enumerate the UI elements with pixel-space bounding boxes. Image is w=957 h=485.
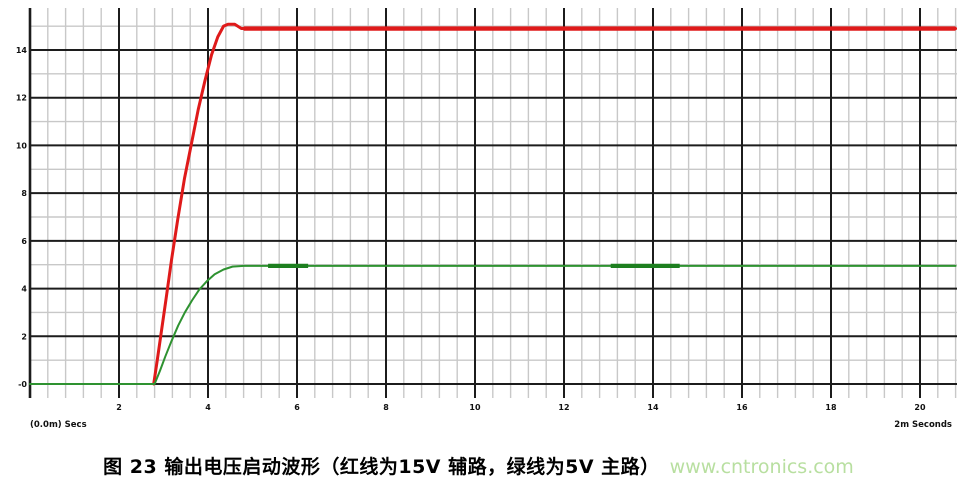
figure-caption-text: 图 23 输出电压启动波形（红线为15V 辅路，绿线为5V 主路） xyxy=(103,456,660,478)
y-tick-label: -0 xyxy=(18,380,27,389)
x-tick-label: 6 xyxy=(294,403,300,412)
y-tick-label: 4 xyxy=(21,285,27,294)
x-tick-label: 10 xyxy=(469,403,481,412)
x-tick-label: 14 xyxy=(647,403,659,412)
x-axis-origin-label: (0.0m) Secs xyxy=(30,420,87,430)
waveform-chart-svg: 14 12 10 8 6 4 2 -0 2 4 6 8 10 12 14 16 18 20 (0.0m) Secs 2… xyxy=(15,8,957,430)
series-5v-main xyxy=(29,264,957,385)
x-tick-label: 12 xyxy=(558,403,569,412)
x-tick-label: 18 xyxy=(825,403,837,412)
series-15v-aux xyxy=(152,22,957,386)
x-tick-label: 8 xyxy=(383,403,389,412)
x-axis-end-label: 2m Seconds xyxy=(894,420,952,430)
x-tick-label: 20 xyxy=(914,403,926,412)
y-tick-label: 14 xyxy=(16,46,28,55)
x-tick-label: 2 xyxy=(116,403,122,412)
x-tick-label: 4 xyxy=(205,403,211,412)
y-tick-label: 6 xyxy=(21,237,27,246)
y-tick-label: 8 xyxy=(21,189,27,198)
y-tick-label: 12 xyxy=(16,94,27,103)
x-tick-label: 16 xyxy=(736,403,748,412)
y-tick-label: 2 xyxy=(21,332,27,341)
waveform-chart: 14 12 10 8 6 4 2 -0 2 4 6 8 10 12 14 16 18 20 (0.0m) Secs 2… xyxy=(15,8,957,430)
figure-caption: 图 23 输出电压启动波形（红线为15V 辅路，绿线为5V 主路） www.cn… xyxy=(0,452,957,479)
y-tick-label: 10 xyxy=(16,141,28,150)
watermark-link[interactable]: www.cntronics.com xyxy=(669,456,854,478)
